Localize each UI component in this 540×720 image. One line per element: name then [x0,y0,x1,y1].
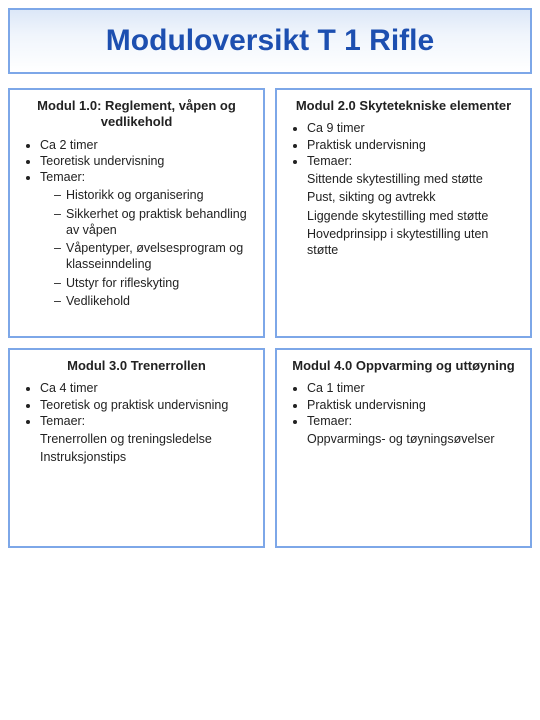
list-item-label: Temaer: [307,154,352,168]
module-bullets: Ca 9 timer Praktisk undervisning Temaer:… [285,120,522,258]
module-bullets: Ca 4 timer Teoretisk og praktisk undervi… [18,380,255,465]
sub-item: Historikk og organisering [54,187,255,203]
sub-item: Instruksjonstips [40,449,255,465]
sub-item: Sikkerhet og praktisk behandling av våpe… [54,206,255,239]
list-item: Ca 9 timer [307,120,522,136]
sub-list: Historikk og organisering Sikkerhet og p… [40,187,255,309]
module-card: Modul 1.0: Reglement, våpen og vedlikeho… [8,88,265,338]
module-title: Modul 2.0 Skytetekniske elementer [285,98,522,114]
module-bullets: Ca 2 timer Teoretisk undervisning Temaer… [18,137,255,310]
sub-item: Hovedprinsipp i skytestilling uten støtt… [307,226,522,259]
sub-list: Trenerrollen og treningsledelse Instruks… [40,431,255,466]
module-title: Modul 3.0 Trenerrollen [18,358,255,374]
list-item: Praktisk undervisning [307,137,522,153]
sub-list: Oppvarmings- og tøyningsøvelser [307,431,522,447]
sub-item: Vedlikehold [54,293,255,309]
sub-item: Pust, sikting og avtrekk [307,189,522,205]
list-item: Ca 2 timer [40,137,255,153]
page-title: Moduloversikt T 1 Rifle [20,24,520,58]
list-item: Teoretisk og praktisk undervisning [40,397,255,413]
list-item: Temaer: Sittende skytestilling med støtt… [307,153,522,259]
module-card: Modul 2.0 Skytetekniske elementer Ca 9 t… [275,88,532,338]
module-bullets: Ca 1 timer Praktisk undervisning Temaer:… [285,380,522,447]
sub-item: Utstyr for rifleskyting [54,275,255,291]
module-grid: Modul 1.0: Reglement, våpen og vedlikeho… [8,88,532,548]
module-title: Modul 1.0: Reglement, våpen og vedlikeho… [18,98,255,131]
list-item: Temaer: Trenerrollen og treningsledelse … [40,413,255,466]
list-item-label: Temaer: [40,414,85,428]
list-item: Ca 1 timer [307,380,522,396]
sub-item: Våpentyper, øvelsesprogram og klasseinnd… [54,240,255,273]
list-item: Praktisk undervisning [307,397,522,413]
list-item: Ca 4 timer [40,380,255,396]
sub-item: Oppvarmings- og tøyningsøvelser [307,431,522,447]
module-card: Modul 3.0 Trenerrollen Ca 4 timer Teoret… [8,348,265,548]
list-item-label: Temaer: [307,414,352,428]
page-title-box: Moduloversikt T 1 Rifle [8,8,532,74]
sub-list: Sittende skytestilling med støtte Pust, … [307,171,522,258]
sub-item: Liggende skytestilling med støtte [307,208,522,224]
list-item-label: Temaer: [40,170,85,184]
list-item: Temaer: Historikk og organisering Sikker… [40,169,255,309]
list-item: Temaer: Oppvarmings- og tøyningsøvelser [307,413,522,448]
list-item: Teoretisk undervisning [40,153,255,169]
module-card: Modul 4.0 Oppvarming og uttøyning Ca 1 t… [275,348,532,548]
sub-item: Trenerrollen og treningsledelse [40,431,255,447]
module-title: Modul 4.0 Oppvarming og uttøyning [285,358,522,374]
sub-item: Sittende skytestilling med støtte [307,171,522,187]
